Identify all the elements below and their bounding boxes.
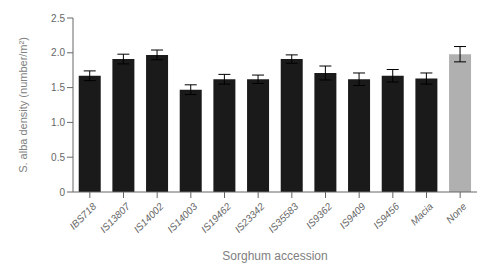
svg-text:Macia: Macia (408, 200, 435, 227)
svg-text:IS14003: IS14003 (165, 200, 199, 234)
svg-text:S. alba density (number/m²): S. alba density (number/m²) (17, 37, 29, 173)
svg-text:IS14002: IS14002 (132, 200, 166, 234)
svg-text:IS23342: IS23342 (233, 200, 267, 234)
svg-text:IS35583: IS35583 (266, 200, 300, 234)
svg-text:IS9362: IS9362 (304, 200, 334, 230)
svg-text:2.5: 2.5 (51, 13, 65, 24)
svg-text:None: None (444, 200, 469, 225)
svg-text:IS13807: IS13807 (98, 200, 132, 234)
svg-text:0: 0 (59, 187, 65, 198)
svg-text:IS19462: IS19462 (199, 200, 233, 234)
svg-text:IS9409: IS9409 (337, 200, 367, 230)
svg-text:1.0: 1.0 (51, 117, 65, 128)
svg-text:2.0: 2.0 (51, 47, 65, 58)
svg-text:IS9456: IS9456 (371, 200, 401, 230)
svg-text:Sorghum accession: Sorghum accession (222, 249, 327, 263)
svg-text:0.5: 0.5 (51, 152, 65, 163)
svg-text:1.5: 1.5 (51, 82, 65, 93)
svg-text:IBS718: IBS718 (67, 200, 98, 231)
